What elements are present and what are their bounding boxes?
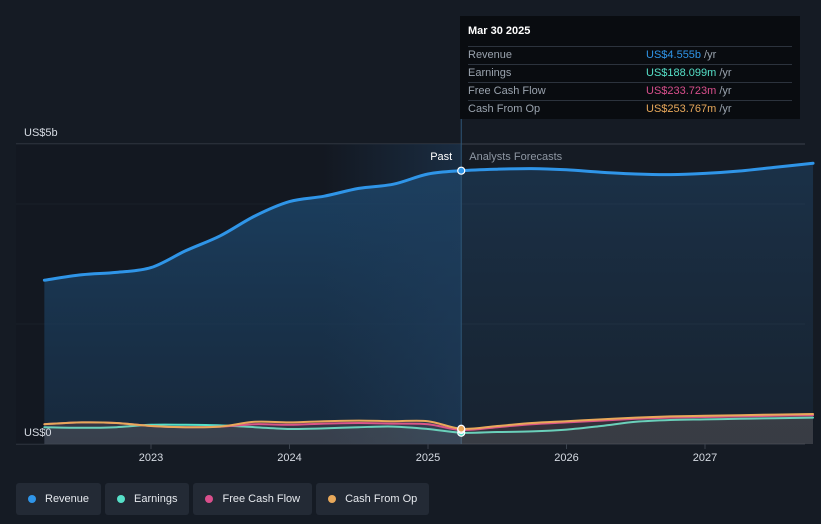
x-tick-label: 2025	[416, 452, 440, 464]
y-axis-top-label: US$5b	[24, 127, 58, 139]
tooltip: Mar 30 2025 Revenue US$4.555b/yr Earnings U…	[460, 16, 800, 119]
cash-from-op-area	[44, 414, 814, 444]
tooltip-row-value: US$233.723m	[646, 85, 717, 97]
legend-item-revenue[interactable]: Revenue	[16, 483, 102, 515]
series-lines	[42, 161, 815, 444]
legend-item-earnings[interactable]: Earnings	[105, 483, 190, 515]
y-axis-bottom-label: US$0	[24, 427, 52, 439]
tooltip-row-value: US$188.099m	[646, 67, 717, 79]
tooltip-rows: Revenue US$4.555b/yr Earnings US$188.099m/y…	[468, 46, 792, 118]
cash-from-op-marker	[457, 424, 466, 433]
tooltip-row-cash-from-op: Cash From Op US$253.767m/yr	[468, 100, 792, 118]
tooltip-row-value: US$253.767m	[646, 103, 717, 115]
legend-label: Cash From Op	[345, 493, 418, 505]
legend-item-cash-from-op[interactable]: Cash From Op	[316, 483, 430, 515]
tooltip-row-unit: /yr	[719, 103, 732, 115]
past-label: Past	[430, 151, 452, 163]
legend-label: Free Cash Flow	[222, 493, 301, 505]
tooltip-row-earnings: Earnings US$188.099m/yr	[468, 64, 792, 82]
tooltip-row-free-cash-flow: Free Cash Flow US$233.723m/yr	[468, 82, 792, 100]
tooltip-row-label: Cash From Op	[468, 103, 541, 115]
legend-dot-icon	[328, 495, 337, 503]
revenue-line	[42, 161, 815, 282]
tooltip-row-unit: /yr	[719, 85, 732, 97]
hover-markers	[457, 166, 466, 437]
x-tick-label: 2024	[277, 452, 301, 464]
tooltip-row-label: Earnings	[468, 67, 512, 79]
x-tick-label: 2023	[139, 452, 163, 464]
legend-label: Revenue	[45, 493, 90, 505]
earnings-line	[43, 416, 815, 434]
tooltip-row-unit: /yr	[704, 49, 717, 61]
x-tick-label: 2027	[693, 452, 717, 464]
tooltip-row-label: Revenue	[468, 49, 513, 61]
legend-dot-icon	[205, 495, 214, 503]
legend-dot-icon	[117, 495, 126, 503]
legend-label: Earnings	[134, 493, 178, 505]
legend-item-free-cash-flow[interactable]: Free Cash Flow	[193, 483, 313, 515]
revenue-area-forecast	[461, 163, 814, 444]
tooltip-row-value: US$4.555b	[646, 49, 702, 61]
cash-from-op-line	[43, 413, 815, 430]
revenue-marker	[457, 166, 466, 175]
axis-labels: US$5b US$0 Past Analysts Forecasts	[24, 127, 563, 439]
tooltip-row-revenue: Revenue US$4.555b/yr	[468, 46, 792, 64]
legend-dot-icon	[28, 495, 36, 503]
highlight-band	[322, 16, 462, 444]
tooltip-row-label: Free Cash Flow	[468, 85, 546, 97]
free-cash-flow-area	[44, 415, 814, 444]
tooltip-date: Mar 30 2025	[468, 25, 531, 37]
legend: Revenue Earnings Free Cash Flow Cash From O…	[16, 483, 430, 515]
x-axis-ticks: 2023 2024 2025 2026 2027	[139, 444, 717, 464]
analysts-forecasts-label: Analysts Forecasts	[469, 151, 562, 163]
tooltip-row-unit: /yr	[719, 67, 732, 79]
hover-band	[322, 144, 462, 444]
x-tick-label: 2026	[554, 452, 578, 464]
